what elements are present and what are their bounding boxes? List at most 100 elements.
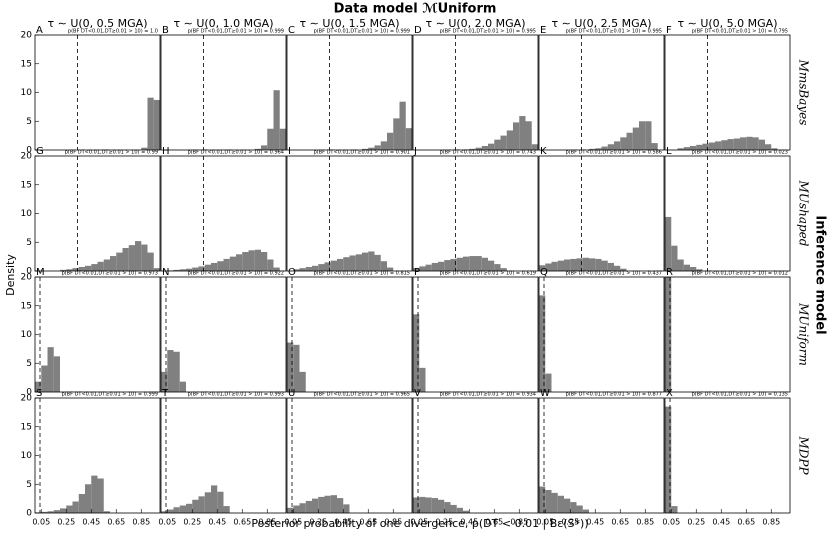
- bar: [337, 498, 344, 513]
- bar: [582, 509, 589, 513]
- bar: [576, 505, 583, 513]
- bar: [267, 128, 274, 150]
- panel-letter: K: [540, 146, 547, 157]
- panel-letter: L: [666, 146, 672, 157]
- bar: [551, 492, 558, 513]
- panel-frame: [160, 155, 287, 272]
- bar: [614, 141, 621, 150]
- panel-frame: [286, 276, 413, 393]
- panel-annotation: p(BF DT<0.01,DT≥0.01 > 10) = 0.023: [692, 150, 788, 156]
- bar: [362, 252, 369, 271]
- bar: [463, 510, 470, 513]
- panel-letter: C: [288, 25, 295, 36]
- panel-frame: [538, 397, 665, 514]
- bar: [60, 269, 67, 271]
- bar: [299, 503, 306, 513]
- bar: [419, 266, 426, 271]
- bar: [589, 258, 596, 271]
- bar: [324, 495, 331, 513]
- bar: [374, 145, 381, 150]
- bar: [683, 147, 690, 150]
- panel-frame: [286, 34, 413, 151]
- bar: [601, 146, 608, 150]
- bar: [665, 216, 672, 271]
- panel-letter: P: [414, 267, 420, 278]
- panel-letter: E: [540, 25, 546, 36]
- panel-frame: [538, 34, 665, 151]
- bar: [551, 261, 558, 271]
- bar: [287, 342, 294, 392]
- bar: [413, 497, 420, 513]
- bar: [758, 139, 765, 150]
- right-label: Inference model: [813, 215, 828, 334]
- bar: [330, 495, 337, 513]
- bar: [746, 136, 753, 150]
- panel-frame: [34, 155, 161, 272]
- panel-annotation: p(BF DT<0.01,DT≥0.01 > 10) = 0.999: [314, 29, 410, 35]
- bar: [299, 268, 306, 271]
- y-tick-label: 15: [21, 59, 32, 69]
- x-axis-label: Posterior probability of one divergence,…: [251, 517, 588, 530]
- bar: [161, 511, 168, 513]
- bar: [545, 373, 552, 392]
- bar: [405, 128, 412, 150]
- x-tick-label: 0.45: [460, 518, 478, 527]
- bar: [179, 505, 186, 513]
- bar: [450, 258, 457, 271]
- bar: [312, 265, 319, 271]
- y-tick-label: 10: [21, 88, 33, 98]
- bar: [91, 475, 98, 513]
- bar: [620, 137, 627, 150]
- y-tick-label: 15: [21, 180, 32, 190]
- bar: [248, 250, 255, 271]
- bar: [539, 486, 546, 513]
- panel-frame: [664, 34, 791, 151]
- bar: [173, 351, 180, 392]
- bar: [343, 504, 350, 513]
- bar: [595, 258, 602, 271]
- bar: [287, 507, 294, 513]
- bar: [223, 506, 230, 513]
- bar: [506, 130, 513, 150]
- bar: [128, 245, 135, 271]
- panel-letter: Q: [540, 267, 548, 278]
- bar: [399, 101, 406, 150]
- bar: [47, 347, 54, 392]
- panel-letter: F: [666, 25, 672, 36]
- x-tick-label: 0.85: [636, 518, 654, 527]
- bar: [66, 269, 73, 271]
- bar: [438, 499, 445, 513]
- bar: [456, 507, 463, 513]
- x-tick-label: 0.25: [309, 518, 327, 527]
- bar: [78, 494, 85, 513]
- x-tick-label: 0.25: [183, 518, 201, 527]
- bar: [438, 261, 445, 271]
- bar: [690, 266, 697, 271]
- bar: [229, 256, 236, 271]
- bar: [305, 500, 312, 513]
- panel-frame: [160, 34, 287, 151]
- bar: [198, 266, 205, 271]
- panel-frame: [286, 155, 413, 272]
- bar: [299, 371, 306, 392]
- bar: [103, 259, 110, 271]
- x-tick-label: 0.65: [233, 518, 251, 527]
- bar: [236, 254, 243, 271]
- column-title: τ ∼ U(0, 5.0 MGA): [678, 17, 778, 30]
- bar: [85, 265, 92, 271]
- y-tick-label: 20: [21, 394, 33, 404]
- bar: [135, 241, 142, 271]
- panel-letter: D: [414, 25, 422, 36]
- bar: [204, 492, 211, 513]
- x-tick-label: 0.45: [586, 518, 604, 527]
- panel-annotation: p(BF DT<0.01,DT≥0.01 > 10) = 0.586: [566, 150, 662, 156]
- bar: [721, 140, 728, 150]
- y-axis-label: Density: [4, 254, 17, 296]
- bar: [267, 259, 274, 271]
- bar: [97, 261, 104, 271]
- row-label: MDPP: [797, 435, 811, 475]
- x-tick-label: 0.85: [132, 518, 150, 527]
- x-tick-label: 0.45: [334, 518, 352, 527]
- bar: [312, 498, 319, 513]
- panel-frame: [412, 34, 539, 151]
